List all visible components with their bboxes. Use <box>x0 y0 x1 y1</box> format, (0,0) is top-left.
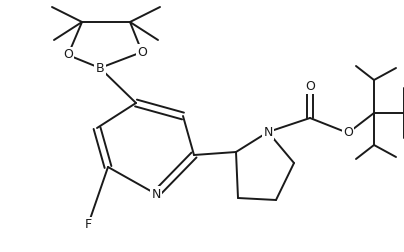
Text: N: N <box>152 187 161 201</box>
Text: O: O <box>343 127 353 140</box>
Text: F: F <box>84 218 92 232</box>
Text: O: O <box>63 48 73 61</box>
Text: O: O <box>305 79 315 92</box>
Text: B: B <box>96 61 104 75</box>
Text: O: O <box>137 46 147 58</box>
Text: N: N <box>263 125 273 139</box>
